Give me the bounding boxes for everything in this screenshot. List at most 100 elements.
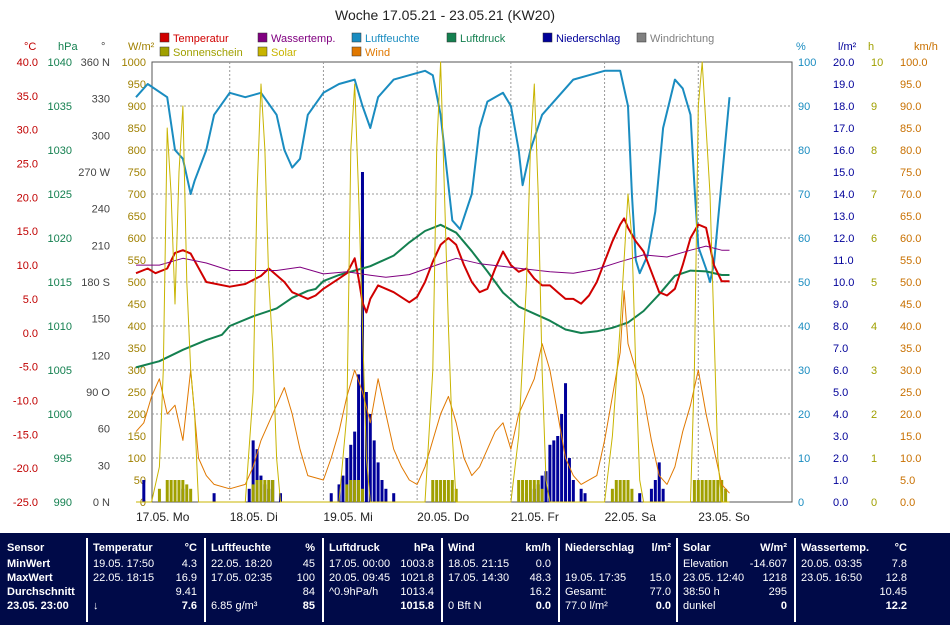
bar-sonnenschein (528, 480, 532, 502)
tick-temp: 40.0 (17, 57, 38, 69)
table-cell-value: 0 (780, 600, 787, 612)
bar-sonnenschein (271, 480, 275, 502)
tick-sun: 10 (871, 57, 883, 69)
tick-sun: 9 (871, 101, 877, 113)
table-cell-info: ↓ (93, 600, 99, 612)
legend-label-1: Wassertemp. (271, 33, 335, 45)
table-cell-info: 20.05. 03:35 (801, 558, 863, 570)
bar-sonnenschein (708, 480, 712, 502)
bar-niederschlag (376, 462, 380, 502)
table-header: Wind (448, 542, 475, 554)
tick-solar: 300 (128, 365, 146, 377)
lines (135, 61, 731, 503)
tick-pressure: 1005 (48, 365, 72, 377)
table-block-temperatur: Temperatur °C 19.05. 17:50 4.3 22.05. 18:15 1… (89, 538, 203, 622)
table-block-luftfeuchte: Luftfeuchte% 22.05. 18:20 45 17.05. 02:35 10… (207, 538, 321, 622)
bar-sonnenschein (521, 480, 525, 502)
table-cell-info: 0 Bft N (448, 600, 482, 612)
legend-swatch (351, 46, 362, 57)
table-cell-value: 295 (768, 586, 787, 598)
bar-sonnenschein (622, 480, 626, 502)
tick-dir: 210 (92, 240, 110, 252)
table-cell-value: 1003.8 (400, 558, 434, 570)
bar-sonnenschein (536, 480, 540, 502)
table-unit: hPa (413, 542, 434, 554)
bar-niederschlag (142, 480, 146, 502)
bar-sonnenschein (716, 480, 720, 502)
table-cell-value: 12.8 (885, 572, 907, 584)
bar-niederschlag (556, 436, 560, 502)
bar-niederschlag (329, 493, 333, 502)
tick-solar: 800 (128, 145, 146, 157)
legend-swatch (542, 32, 553, 43)
tick-sun: 8 (871, 145, 877, 157)
tick-temp: 0.0 (23, 328, 38, 340)
table-cell-info: Gesamt: (565, 586, 607, 598)
tick-solar: 850 (128, 123, 146, 135)
bar-niederschlag (212, 493, 216, 502)
bar-niederschlag (337, 484, 341, 502)
bar-niederschlag (583, 493, 587, 502)
bar-niederschlag (653, 480, 657, 502)
legend-label-8: Wind (365, 47, 390, 59)
tick-wind: 50.0 (900, 277, 921, 289)
tick-dir: 240 (92, 204, 110, 216)
table-cell-value: 0.0 (535, 600, 551, 612)
bar-sonnenschein (173, 480, 177, 502)
bar-sonnenschein (431, 480, 435, 502)
bar-niederschlag (368, 414, 372, 502)
tick-solar: 350 (128, 343, 146, 355)
tick-rain: 14.0 (833, 189, 854, 201)
tick-temp: -15.0 (13, 429, 38, 441)
bar-niederschlag (357, 374, 361, 502)
table-cell-info: 20.05. 09:45 (329, 572, 391, 584)
table-unit: l/m² (651, 542, 671, 554)
table-cell-value: 77.0 (649, 586, 671, 598)
table-cell-value: 45 (302, 558, 315, 570)
table-cell-info: ^0.9hPa/h (329, 586, 379, 598)
x-label: 19.05. Mi (323, 510, 372, 524)
unit-temp: °C (24, 41, 36, 53)
table-block-niederschlag: Niederschlag l/m² 19.05. 17:35 15.0 Gesamt: 7… (561, 538, 677, 622)
bar-sonnenschein (439, 480, 443, 502)
tick-rain: 15.0 (833, 167, 854, 179)
tick-dir: 180 S (81, 277, 110, 289)
table-cell-value: 16.2 (529, 586, 551, 598)
table-separator (558, 538, 560, 622)
table-header: Temperatur (93, 542, 153, 554)
table-cell-info: 19.05. 17:35 (565, 572, 627, 584)
tick-solar: 900 (128, 101, 146, 113)
tick-solar: 400 (128, 321, 146, 333)
tick-rain: 17.0 (833, 123, 854, 135)
table-cell-value: 100 (296, 572, 315, 584)
tick-wind: 60.0 (900, 233, 921, 245)
series-luftdruck (135, 223, 730, 369)
bar-niederschlag (341, 475, 345, 502)
table-cell-value: 1013.4 (400, 586, 434, 598)
legend-label-4: Niederschlag (556, 33, 620, 45)
tick-rain: 20.0 (833, 57, 854, 69)
tick-humidity: 20 (798, 409, 810, 421)
tick-rain: 8.0 (833, 321, 848, 333)
bar-sonnenschein (517, 480, 521, 502)
tick-humidity: 50 (798, 277, 810, 289)
bar-niederschlag (657, 462, 661, 502)
bar-niederschlag (649, 488, 653, 502)
tick-temp: 20.0 (17, 192, 38, 204)
legend-swatch (257, 32, 268, 43)
series-solar (136, 61, 730, 503)
tick-humidity: 80 (798, 145, 810, 157)
legend-label-7: Solar (271, 47, 297, 59)
table-cell-info: 18.05. 21:15 (448, 558, 510, 570)
tick-temp: 5.0 (23, 294, 38, 306)
tick-humidity: 60 (798, 233, 810, 245)
table-cell-info: dunkel (683, 600, 716, 612)
bar-sonnenschein (357, 480, 361, 502)
tick-rain: 6.0 (833, 365, 848, 377)
tick-sun: 1 (871, 453, 877, 465)
bar-niederschlag (638, 493, 642, 502)
table-header: Luftfeuchte (211, 542, 271, 554)
tick-wind: 55.0 (900, 255, 921, 267)
table-unit: °C (184, 542, 197, 554)
tick-pressure: 1040 (48, 57, 72, 69)
